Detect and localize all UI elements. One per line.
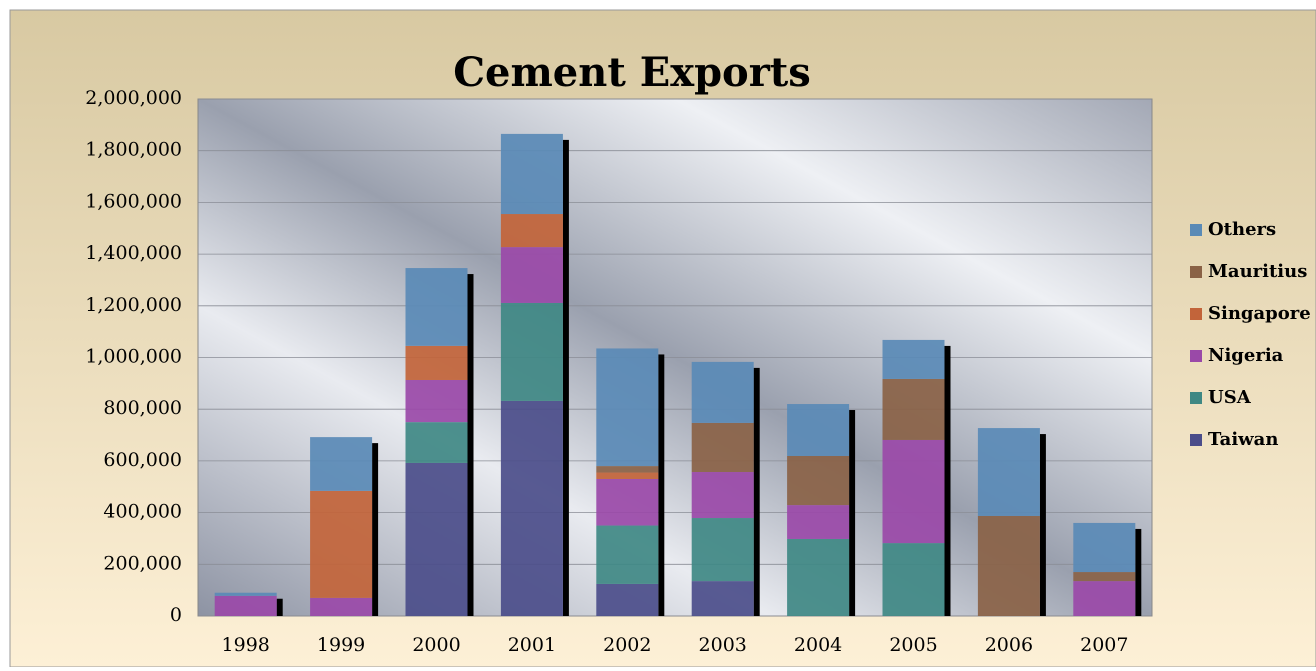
y-tick-label: 1,200,000 <box>85 294 182 316</box>
bar-segment <box>405 379 468 423</box>
legend-swatch <box>1190 266 1202 278</box>
bar-segment <box>405 268 468 346</box>
bar-segment <box>691 361 754 423</box>
bar-segment <box>214 592 277 596</box>
x-tick-label: 2000 <box>412 634 460 656</box>
y-tick-label: 200,000 <box>103 552 182 574</box>
bar-shadow <box>658 354 665 616</box>
legend-swatch <box>1190 392 1202 404</box>
y-tick-label: 1,000,000 <box>85 346 182 368</box>
bar-shadow <box>467 274 474 616</box>
bar-shadow <box>276 598 283 616</box>
bar-segment <box>596 478 659 526</box>
bar-segment <box>787 404 850 456</box>
bar-segment <box>787 538 850 616</box>
bar-segment <box>977 428 1040 516</box>
x-tick-label: 2003 <box>699 634 747 656</box>
bar-segment <box>787 505 850 539</box>
legend-swatch <box>1190 224 1202 236</box>
bar-segment <box>1073 572 1136 582</box>
legend-swatch <box>1190 434 1202 446</box>
bar-segment <box>596 583 659 616</box>
bar-shadow <box>1039 434 1046 616</box>
bar-segment <box>214 595 277 616</box>
x-tick-label: 2006 <box>985 634 1033 656</box>
legend-swatch <box>1190 350 1202 362</box>
legend-swatch <box>1190 308 1202 320</box>
x-tick-label: 2004 <box>794 634 842 656</box>
bar-segment <box>405 462 468 616</box>
y-tick-label: 1,600,000 <box>85 190 182 212</box>
y-tick-label: 1,400,000 <box>85 242 182 264</box>
bar-segment <box>596 472 659 479</box>
chart-title: Cement Exports <box>453 49 811 96</box>
bar-segment <box>691 581 754 616</box>
x-tick-label: 1998 <box>222 634 270 656</box>
legend-label: Others <box>1208 219 1276 240</box>
bar-segment <box>596 466 659 473</box>
bar-segment <box>405 422 468 463</box>
y-tick-label: 0 <box>170 604 182 626</box>
legend-label: Mauritius <box>1208 261 1307 282</box>
bar-segment <box>596 525 659 584</box>
x-tick-label: 2001 <box>508 634 556 656</box>
legend-label: Nigeria <box>1208 345 1284 366</box>
x-tick-label: 1999 <box>317 634 365 656</box>
bar-segment <box>691 422 754 473</box>
x-tick-label: 2005 <box>889 634 937 656</box>
bar-segment <box>500 214 563 248</box>
bar-segment <box>310 437 373 491</box>
bar-segment <box>1073 581 1136 616</box>
bar-segment <box>596 348 659 467</box>
bar-segment <box>500 247 563 303</box>
bar-segment <box>310 490 373 598</box>
bar-segment <box>500 400 563 616</box>
bar-segment <box>882 378 945 440</box>
bar-shadow <box>944 345 951 616</box>
y-tick-label: 1,800,000 <box>85 139 182 161</box>
bar-segment <box>310 597 373 616</box>
bar-segment <box>882 439 945 544</box>
x-tick-label: 2007 <box>1080 634 1128 656</box>
y-tick-label: 600,000 <box>103 449 182 471</box>
bar-segment <box>691 472 754 519</box>
legend-label: Singapore <box>1208 303 1311 324</box>
legend-label: USA <box>1208 387 1252 408</box>
bar-shadow <box>753 367 760 616</box>
bar-segment <box>405 345 468 380</box>
bar-segment <box>500 133 563 215</box>
x-tick-label: 2002 <box>603 634 651 656</box>
bar-shadow <box>372 443 379 616</box>
bar-segment <box>500 302 563 401</box>
bar-shadow <box>562 139 569 616</box>
bar-shadow <box>1135 528 1142 616</box>
bar-segment <box>977 515 1040 616</box>
bar-shadow <box>849 410 856 616</box>
y-tick-label: 2,000,000 <box>85 87 182 109</box>
bar-segment <box>691 518 754 582</box>
y-tick-label: 400,000 <box>103 501 182 523</box>
y-tick-label: 800,000 <box>103 397 182 419</box>
bar-segment <box>787 455 850 506</box>
bar-segment <box>882 543 945 616</box>
bar-segment <box>1073 522 1136 573</box>
legend-label: Taiwan <box>1208 429 1278 450</box>
bar-segment <box>882 339 945 379</box>
